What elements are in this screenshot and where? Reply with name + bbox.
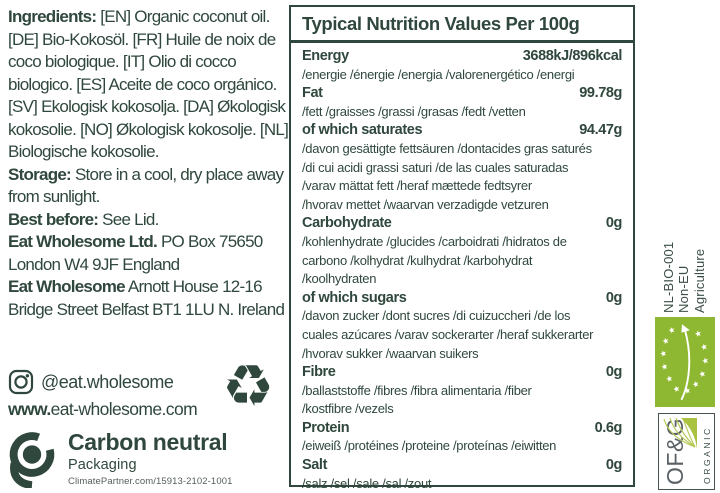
nutrient-value: 99.78g (579, 85, 622, 102)
nutrient-translation-line: /hvorav mettet /waarvan verzadigde vetzu… (302, 196, 549, 212)
carbon-title: Carbon neutral (68, 429, 228, 455)
storage-label: Storage: (8, 164, 72, 184)
nutrient-translations: /kohlenhydrate /glucides /carboidrati /h… (302, 233, 622, 289)
nutrient-translation-line: /davon gesättigte fettsäuren /dontacides… (302, 140, 592, 156)
nutrient-value: 0g (605, 215, 623, 232)
nutrition-panel: Typical Nutrition Values Per 100g Energy… (289, 5, 635, 491)
instagram-line: @eat.wholesome (8, 368, 218, 396)
nutrient-name: of which saturates (302, 122, 423, 139)
cert-line: NL-BIO-001 (661, 241, 676, 313)
nutrition-row: Fat 99.78g /fett /graisses /grassi /gras… (302, 84, 622, 121)
carbon-neutral-block: Carbon neutral Packaging ClimatePartner.… (4, 428, 232, 488)
nutrient-value: 3688kJ/896kcal (522, 48, 623, 64)
eu-organic-leaf-logo (655, 316, 715, 408)
nutrition-rows: Energy 3688kJ/896kcal /energie /énergie … (291, 43, 633, 493)
nutrient-translation-line: /ballaststoffe /fibres /fibra alimentari… (302, 382, 532, 398)
nutrient-translation-line: cuales azúcares /varav sockerarter /hera… (302, 326, 594, 342)
company1-name: Eat Wholesome Ltd. (8, 232, 158, 251)
nutrient-name: Fibre (302, 364, 336, 381)
nutrition-row: Fibre 0g /ballaststoffe /fibres /fibra a… (302, 363, 622, 419)
nutrition-title: Typical Nutrition Values Per 100g (291, 7, 633, 43)
nutrition-row: of which sugars 0g /davon zucker /dont s… (302, 289, 622, 363)
company2-address: Arnott House 12-16 Bridge Street Belfast… (8, 277, 285, 319)
nutrient-value: 0.6g (594, 419, 623, 436)
nutrition-row-main: Fibre 0g (302, 363, 622, 382)
nutrition-row: Carbohydrate 0g /kohlenhydrate /glucides… (302, 214, 622, 288)
nutrient-name: Energy (302, 48, 349, 64)
nutrient-translation-line: /hvorav sukker /waarvan suikers (302, 345, 479, 361)
nutrient-value: 94.47g (579, 122, 622, 139)
nutrition-row-main: Energy 3688kJ/896kcal (302, 47, 622, 66)
storage-text: Store in a cool, dry place away from sun… (8, 164, 284, 207)
nutrient-translation-line: /varav mättat fett /heraf mættede fedtsy… (302, 178, 532, 194)
nutrition-row-main: Protein 0.6g (302, 419, 622, 438)
best-before-text: See Lid. (98, 209, 159, 229)
nutrition-row-main: of which saturates 94.47g (302, 121, 622, 140)
ingredients-text: [EN] Organic coconut oil. [DE] Bio-Kokos… (8, 7, 289, 161)
left-text-column: Ingredients: [EN] Organic coconut oil. [… (8, 6, 292, 321)
nutrition-row: Energy 3688kJ/896kcal /energie /énergie … (302, 47, 622, 84)
nutrient-translation-line: /energie /énergie /energia /valorenergét… (302, 66, 575, 82)
nutrient-name: of which sugars (302, 289, 407, 306)
nutrient-value: 0g (605, 457, 623, 474)
nutrition-row: Protein 0.6g /eiweiß /protéines /protein… (302, 419, 622, 456)
nutrition-row-main: Fat 99.78g (302, 84, 622, 103)
carbon-text: Carbon neutral Packaging ClimatePartner.… (68, 428, 232, 487)
company2-name: Eat Wholesome (8, 277, 126, 296)
nutrient-translation-line: /koolhydraten (302, 271, 377, 287)
cert-line: Agriculture (691, 248, 707, 313)
nutrient-translation-line: /kostfibre /vezels (302, 401, 394, 417)
social-block: @eat.wholesome www.eat-wholesome.com (8, 368, 218, 420)
nutrient-value: 0g (605, 289, 623, 306)
ingredients-paragraph: Ingredients: [EN] Organic coconut oil. [… (8, 6, 292, 164)
carbon-subtitle: Packaging (68, 457, 137, 473)
climatepartner-url: ClimatePartner.com/15913-2102-1001 (68, 476, 233, 487)
nutrition-row: Salt 0g /salz /sel /sale /sal /zout (302, 456, 622, 493)
storage-paragraph: Storage: Store in a cool, dry place away… (8, 164, 292, 209)
organic-certification-code: NL-BIO-001 Non-EU Agriculture (661, 229, 707, 313)
nutrient-translations: /davon zucker /dont sucres /di cuizucche… (302, 307, 622, 363)
nutrition-row-main: Carbohydrate 0g (302, 214, 622, 233)
instagram-icon (8, 369, 34, 395)
company1-address: PO Box 75650 London W4 9JF England (8, 232, 263, 274)
nutrient-name: Protein (302, 419, 350, 436)
nutrient-translations: /davon gesättigte fettsäuren /dontacides… (302, 140, 622, 214)
cert-line: Non-EU (676, 265, 692, 313)
nutrient-translations: /energie /énergie /energia /valorenergét… (302, 66, 622, 85)
instagram-handle: @eat.wholesome (41, 371, 174, 392)
company-address-1: Eat Wholesome Ltd. PO Box 75650 London W… (8, 231, 292, 276)
recycle-icon: ♻ (222, 352, 274, 420)
website-rest: eat-wholesome.com (50, 399, 198, 419)
website-line: www.eat-wholesome.com (8, 399, 218, 420)
nutrient-name: Carbohydrate (302, 215, 392, 232)
ofg-logo-inner: OF&G ORGANIC (660, 415, 713, 488)
nutrient-translation-line: /salz /sel /sale /sal /zout (302, 475, 432, 491)
ingredients-label: Ingredients: (8, 7, 97, 26)
website-prefix: www. (8, 399, 51, 419)
nutrient-translation-line: /davon zucker /dont sucres /di cuizucche… (302, 308, 571, 324)
nutrition-row-main: Salt 0g (302, 456, 622, 475)
best-before-label: Best before: (8, 209, 99, 229)
nutrition-row: of which saturates 94.47g /davon gesätti… (302, 121, 622, 214)
nutrient-value: 0g (605, 364, 623, 381)
nutrient-name: Fat (302, 85, 323, 102)
nutrient-translations: /ballaststoffe /fibres /fibra alimentari… (302, 382, 622, 419)
nutrient-translation-line: /di cui acidi grassi saturi /de las cual… (302, 159, 569, 175)
nutrient-translation-line: /eiweiß /protéines /proteine /proteínas … (302, 438, 557, 454)
company-address-2: Eat Wholesome Arnott House 12-16 Bridge … (8, 276, 292, 321)
nutrition-row-main: of which sugars 0g (302, 289, 622, 308)
ofg-subtitle: ORGANIC (702, 426, 712, 484)
climatepartner-logo-icon (4, 428, 60, 488)
nutrient-translation-line: /fett /graisses /grassi /grasas /fedt /v… (302, 103, 526, 119)
nutrient-name: Salt (302, 457, 327, 474)
ofg-grass-icon (661, 417, 704, 449)
ofg-organic-logo: OF&G ORGANIC (658, 413, 715, 490)
nutrient-translation-line: carbono /kolhydrat /kulhydrat /karbohydr… (302, 252, 533, 268)
nutrient-translations: /salz /sel /sale /sal /zout (302, 475, 622, 493)
nutrient-translations: /eiweiß /protéines /proteine /proteínas … (302, 437, 622, 456)
nutrient-translation-line: /kohlenhydrate /glucides /carboidrati /h… (302, 233, 567, 249)
nutrient-translations: /fett /graisses /grassi /grasas /fedt /v… (302, 103, 622, 122)
best-before-paragraph: Best before: See Lid. (8, 209, 292, 232)
